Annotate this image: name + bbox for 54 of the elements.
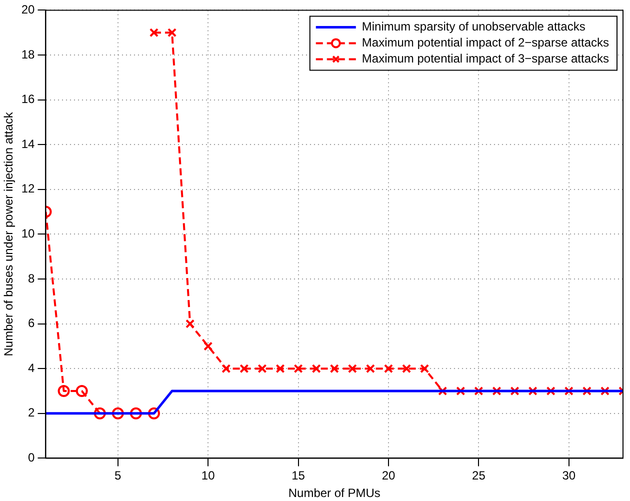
point	[204, 342, 213, 351]
point	[94, 407, 106, 420]
legend-label: Maximum potential impact of 2−sparse attacks	[362, 36, 609, 50]
point	[112, 407, 124, 420]
point	[438, 386, 448, 396]
x-tick-label: 20	[382, 468, 396, 483]
point	[148, 407, 160, 420]
point	[149, 28, 159, 38]
point	[258, 364, 267, 374]
point	[564, 386, 574, 396]
point	[76, 385, 88, 397]
x-tick-label: 15	[292, 468, 306, 483]
y-tick-label: 20	[21, 2, 36, 17]
point	[492, 386, 502, 396]
point	[582, 386, 592, 396]
y-tick-label: 8	[28, 271, 36, 286]
point	[330, 364, 339, 374]
y-tick-label: 0	[28, 450, 36, 465]
x-tick-label: 25	[472, 468, 486, 483]
point	[384, 364, 394, 374]
y-tick-label: 2	[28, 406, 36, 420]
point	[474, 386, 484, 396]
legend-label: Maximum potential impact of 3−sparse attacks	[362, 52, 609, 66]
point	[222, 364, 231, 374]
x-tick-label: 5	[114, 468, 122, 483]
point	[276, 364, 285, 374]
point	[366, 364, 375, 374]
legend-label: Minimum sparsity of unobservable attacks	[362, 20, 586, 34]
point	[186, 319, 195, 328]
point	[167, 28, 177, 38]
point	[240, 364, 249, 374]
y-tick-label: 6	[28, 316, 36, 330]
y-tick-label: 12	[21, 182, 36, 196]
point	[546, 386, 556, 396]
point	[420, 364, 430, 374]
y-tick-label: 18	[21, 47, 36, 62]
y-tick-label: 16	[21, 92, 36, 106]
x-axis-title: Number of PMUs	[288, 486, 380, 500]
point	[348, 364, 357, 374]
y-tick-label: 4	[28, 360, 36, 375]
y-tick-label: 14	[21, 136, 36, 151]
point	[600, 386, 610, 396]
x-tick-label: 10	[201, 468, 216, 483]
y-axis-title: Number of buses under power injection attack	[2, 111, 16, 356]
point	[510, 386, 520, 396]
point	[130, 407, 142, 420]
x-tick-label: 30	[562, 468, 576, 483]
point	[58, 385, 70, 397]
point	[456, 386, 466, 396]
y-tick-label: 10	[21, 226, 36, 241]
point	[402, 364, 412, 374]
point	[528, 386, 538, 396]
point	[312, 364, 321, 374]
point	[294, 364, 303, 374]
